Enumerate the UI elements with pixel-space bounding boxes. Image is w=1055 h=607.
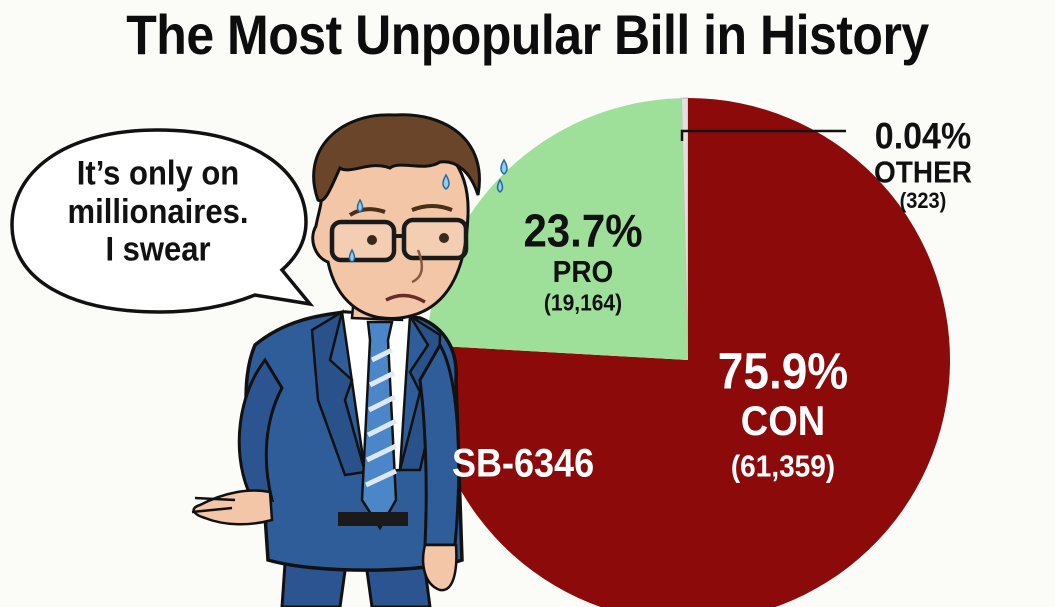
speech-line-2: millionaires. [67,191,249,231]
other-leader-line [680,129,846,141]
speech-bubble-text: It’s only on millionaires. I swear [22,153,294,270]
cartoon-politician [191,113,508,607]
con-percent: 75.9% [717,342,849,400]
pro-slice-label: 23.7% PRO (19,164) [478,208,688,315]
con-name: CON [740,398,826,445]
speech-line-1: It’s only on [76,153,240,193]
pro-name: PRO [552,254,614,289]
pie-slice-other [680,97,689,361]
speech-bubble [10,128,315,314]
other-name: OTHER [874,155,972,190]
pro-count: (19,164) [543,290,623,316]
bill-number-label: SB-6346 [452,440,595,486]
pie-slice-con [426,98,950,607]
con-slice-label: 75.9% CON (61,359) [678,346,888,482]
page-title: The Most Unpopular Bill in History [126,3,929,67]
pro-percent: 23.7% [523,204,643,257]
speech-line-3: I swear [105,230,211,269]
pie-slice-pro [426,98,688,360]
other-slice-label: 0.04% OTHER (323) [838,118,1008,213]
pie-chart [426,97,950,607]
other-count: (323) [899,189,947,214]
con-count: (61,359) [730,449,836,484]
other-percent: 0.04% [874,115,972,158]
